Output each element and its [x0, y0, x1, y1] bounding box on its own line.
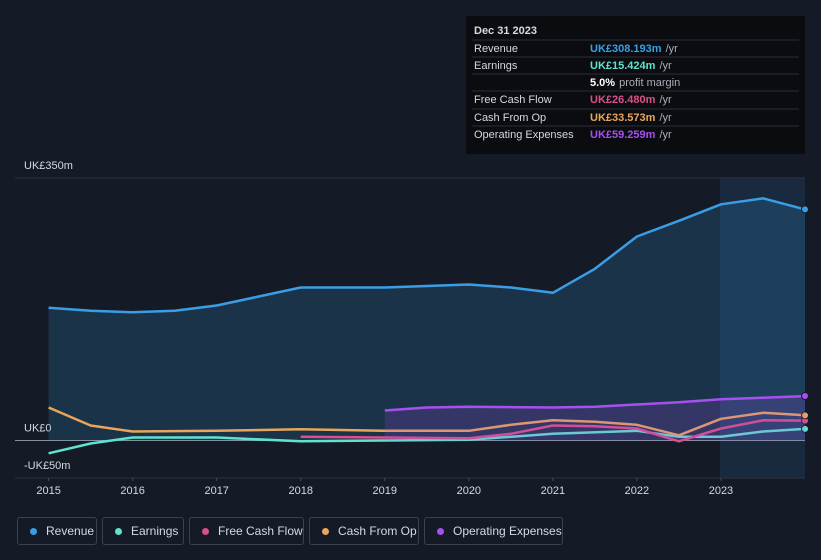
tooltip-margin-part: profit margin [619, 77, 680, 89]
tooltip-value-number: UK£59.259m [590, 129, 656, 141]
legend-swatch [30, 527, 37, 535]
end-point [801, 424, 809, 433]
x-tick-label: 2017 [204, 485, 228, 497]
tooltip-value: UK£15.424m/yr [590, 60, 672, 72]
x-tick-label: 2020 [457, 485, 481, 497]
tooltip-value-number: UK£33.573m [590, 112, 656, 124]
x-tick-label: 2018 [289, 485, 313, 497]
tooltip-suffix: /yr [659, 94, 672, 106]
tooltip-suffix: /yr [666, 43, 679, 55]
tooltip-value: UK£308.193m/yr [590, 43, 678, 55]
y-tick-label: -UK£50m [24, 460, 70, 472]
tooltip-value-number: UK£15.424m [590, 60, 656, 72]
legend-item[interactable]: Revenue [17, 517, 97, 545]
line [48, 197, 806, 314]
legend-label: Earnings [131, 524, 179, 538]
tooltip-label: Free Cash Flow [474, 94, 552, 106]
legend-item[interactable]: Free Cash Flow [189, 517, 304, 545]
line [48, 427, 806, 455]
tooltip-value: UK£59.259m/yr [590, 129, 672, 141]
x-tick-label: 2016 [120, 485, 144, 497]
legend-swatch [322, 527, 329, 535]
chart: UK£350m UK£0 -UK£50m 2015 2016 2017 2018 2019 20… [15, 16, 809, 497]
legend-label: Operating Expenses [453, 524, 562, 538]
legend-swatch [202, 527, 209, 535]
page: {"chart_data": {"type": "line", "xlim": … [15, 16, 809, 545]
tooltip-label: Revenue [474, 43, 518, 55]
line [384, 394, 806, 412]
tooltip-suffix: /yr [659, 129, 672, 141]
x-tick-label: 2022 [625, 485, 649, 497]
legend-swatch [437, 527, 444, 535]
tooltip-box [466, 16, 805, 154]
tooltip-label: Earnings [474, 60, 518, 72]
tooltip-value: UK£26.480m/yr [590, 94, 672, 106]
tooltip-label: Operating Expenses [474, 129, 574, 141]
tooltip-date: Dec 31 2023 [474, 25, 537, 37]
end-point [801, 205, 809, 214]
line [48, 406, 806, 437]
tooltip-value-number: UK£26.480m [590, 94, 656, 106]
legend-swatch [115, 527, 122, 535]
end-point [801, 411, 809, 420]
legend-label: Free Cash Flow [218, 524, 303, 538]
x-tick-label: 2021 [541, 485, 565, 497]
y-tick-label: UK£0 [24, 422, 52, 434]
legend-item[interactable]: Earnings [102, 517, 184, 545]
highlight-region [720, 178, 805, 478]
legend-label: Cash From Op [338, 524, 417, 538]
legend-item[interactable]: Operating Expenses [424, 517, 563, 545]
x-tick-label: 2023 [709, 485, 733, 497]
tooltip-value: UK£33.573m/yr [590, 112, 672, 124]
tooltip-label: Cash From Op [474, 112, 546, 124]
legend-label: Revenue [46, 524, 95, 538]
legend: Revenue Earnings Free Cash Flow Cash From O… [0, 517, 821, 547]
tooltip-suffix: /yr [659, 112, 672, 124]
tooltip-margin: 5.0% profit margin [590, 77, 680, 89]
area [48, 198, 806, 441]
end-point [801, 392, 809, 401]
x-tick-label: 2015 [36, 485, 60, 497]
y-tick-label: UK£350m [24, 160, 73, 172]
legend-item[interactable]: Cash From Op [309, 517, 419, 545]
tooltip-suffix: /yr [659, 60, 672, 72]
tooltip-value-number: UK£308.193m [590, 43, 662, 55]
line [300, 419, 806, 443]
tooltip-margin-part: 5.0% [590, 77, 615, 89]
x-tick-label: 2019 [373, 485, 397, 497]
